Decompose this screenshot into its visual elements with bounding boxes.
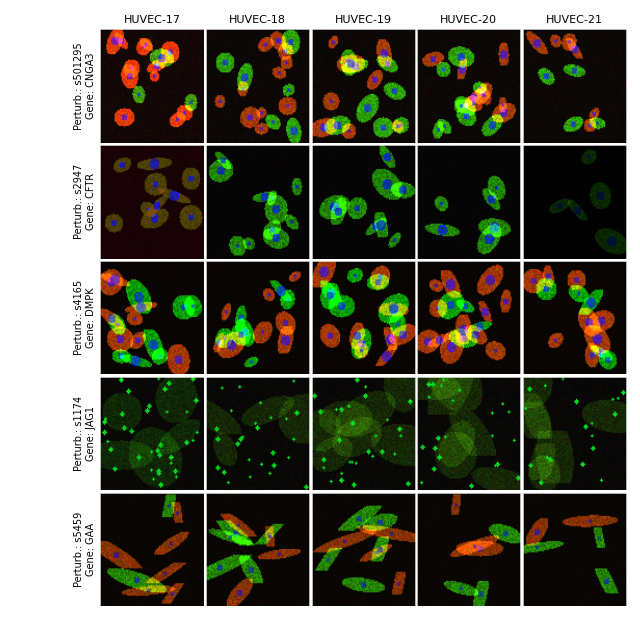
Text: HUVEC-17: HUVEC-17 — [124, 15, 180, 25]
Text: Perturb.: s1174
Gene: JAG1: Perturb.: s1174 Gene: JAG1 — [74, 396, 96, 471]
Text: HUVEC-20: HUVEC-20 — [440, 15, 497, 25]
Text: Perturb.: s501295
Gene: CNGA3: Perturb.: s501295 Gene: CNGA3 — [74, 42, 96, 130]
Text: HUVEC-18: HUVEC-18 — [229, 15, 286, 25]
Text: Perturb.: s2947
Gene: CFTR: Perturb.: s2947 Gene: CFTR — [74, 164, 96, 239]
Text: Perturb.: s4165
Gene: DMPK: Perturb.: s4165 Gene: DMPK — [74, 280, 96, 355]
Text: HUVEC-19: HUVEC-19 — [335, 15, 392, 25]
Text: Perturb.: s5459
Gene: GAA: Perturb.: s5459 Gene: GAA — [74, 512, 96, 587]
Text: HUVEC-21: HUVEC-21 — [546, 15, 603, 25]
